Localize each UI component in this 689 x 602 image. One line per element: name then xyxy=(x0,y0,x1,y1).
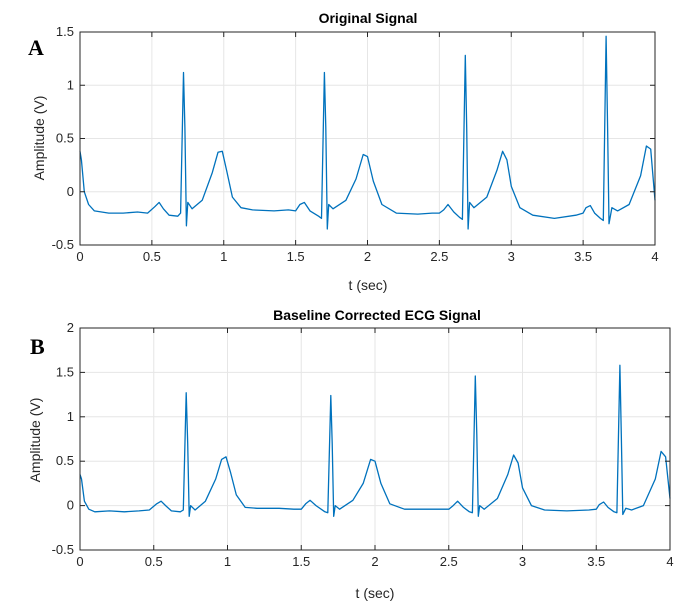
x-axis-label-corrected: t (sec) xyxy=(356,585,395,601)
baseline-corrected-panel: B Baseline Corrected ECG Signal t (sec) … xyxy=(27,307,674,601)
x-tick-label-corrected-0: 0 xyxy=(76,554,83,569)
y-tick-label-corrected-4: 1.5 xyxy=(56,364,74,379)
x-tick-label-original-3: 1.5 xyxy=(287,249,305,264)
panel-label-a: A xyxy=(28,35,44,60)
x-tick-label-original-2: 1 xyxy=(220,249,227,264)
chart-title-corrected: Baseline Corrected ECG Signal xyxy=(273,307,481,323)
y-tick-label-original-1: 0 xyxy=(67,184,74,199)
x-tick-label-original-6: 3 xyxy=(508,249,515,264)
x-tick-label-original-8: 4 xyxy=(651,249,658,264)
y-tick-label-corrected-3: 1 xyxy=(67,409,74,424)
y-tick-label-original-2: 0.5 xyxy=(56,131,74,146)
x-tick-label-corrected-5: 2.5 xyxy=(440,554,458,569)
y-axis-label-original: Amplitude (V) xyxy=(31,96,47,181)
y-tick-label-corrected-2: 0.5 xyxy=(56,453,74,468)
signal-line-corrected-0 xyxy=(79,364,671,517)
y-tick-label-corrected-0: -0.5 xyxy=(52,542,74,557)
x-tick-label-corrected-4: 2 xyxy=(371,554,378,569)
y-tick-label-original-0: -0.5 xyxy=(52,237,74,252)
x-tick-label-original-4: 2 xyxy=(364,249,371,264)
x-axis-label-original: t (sec) xyxy=(349,277,388,293)
y-tick-label-original-3: 1 xyxy=(67,77,74,92)
x-tick-label-original-5: 2.5 xyxy=(430,249,448,264)
signal-line-original-0 xyxy=(79,35,656,230)
chart-title-original: Original Signal xyxy=(319,10,418,26)
x-tick-label-corrected-6: 3 xyxy=(519,554,526,569)
original-signal-panel: A Original Signal t (sec) Amplitude (V) … xyxy=(28,10,659,293)
y-tick-label-corrected-5: 2 xyxy=(67,320,74,335)
x-tick-label-original-0: 0 xyxy=(76,249,83,264)
x-tick-label-corrected-8: 4 xyxy=(666,554,673,569)
x-tick-label-corrected-2: 1 xyxy=(224,554,231,569)
x-tick-label-corrected-7: 3.5 xyxy=(587,554,605,569)
panel-label-b: B xyxy=(30,334,45,359)
x-tick-label-original-1: 0.5 xyxy=(143,249,161,264)
y-tick-label-corrected-1: 0 xyxy=(67,498,74,513)
x-tick-label-corrected-3: 1.5 xyxy=(292,554,310,569)
y-axis-label-corrected: Amplitude (V) xyxy=(27,398,43,483)
x-tick-label-original-7: 3.5 xyxy=(574,249,592,264)
x-tick-label-corrected-1: 0.5 xyxy=(145,554,163,569)
y-tick-label-original-4: 1.5 xyxy=(56,24,74,39)
